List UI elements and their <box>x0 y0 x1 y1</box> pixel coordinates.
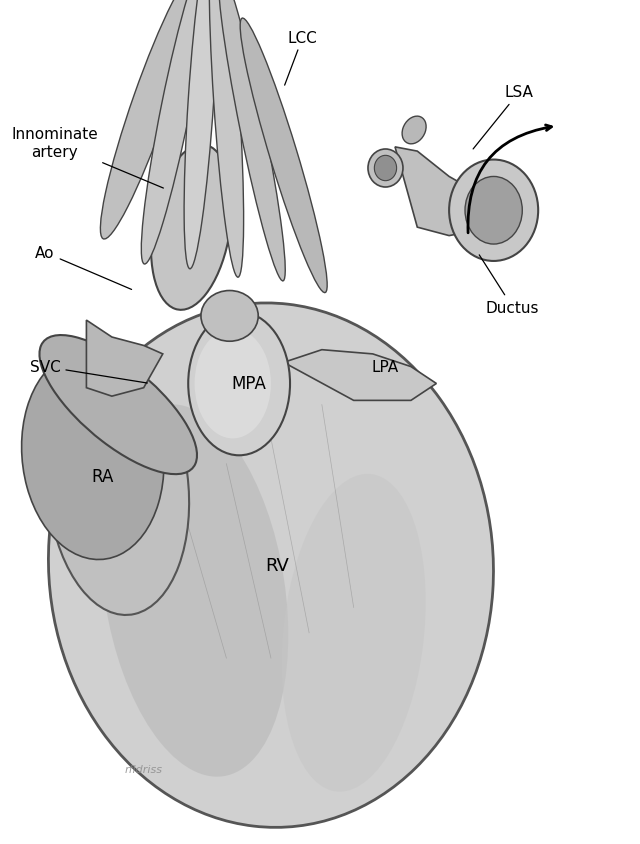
Ellipse shape <box>368 149 403 188</box>
Ellipse shape <box>402 117 426 144</box>
Text: SVC: SVC <box>29 360 147 383</box>
Ellipse shape <box>47 364 189 615</box>
PathPatch shape <box>86 321 163 397</box>
Text: LPA: LPA <box>372 360 399 375</box>
Ellipse shape <box>195 329 271 439</box>
Text: RV: RV <box>266 556 289 575</box>
Ellipse shape <box>188 312 290 456</box>
Ellipse shape <box>22 352 164 560</box>
Ellipse shape <box>218 0 285 282</box>
Text: Innominate
artery: Innominate artery <box>12 127 163 189</box>
Ellipse shape <box>209 0 244 278</box>
Ellipse shape <box>40 336 197 474</box>
Text: Ductus: Ductus <box>479 256 540 316</box>
Text: rfldriss: rfldriss <box>125 765 163 774</box>
Ellipse shape <box>49 304 493 827</box>
Ellipse shape <box>374 156 397 181</box>
Text: RA: RA <box>91 468 113 486</box>
Ellipse shape <box>465 177 522 245</box>
Text: Ao: Ao <box>35 246 132 290</box>
PathPatch shape <box>284 350 436 401</box>
Ellipse shape <box>141 0 210 265</box>
PathPatch shape <box>395 148 472 236</box>
Ellipse shape <box>240 19 327 293</box>
Ellipse shape <box>282 474 426 792</box>
Ellipse shape <box>101 405 288 776</box>
Ellipse shape <box>201 291 258 342</box>
Text: LCC: LCC <box>285 30 317 86</box>
Ellipse shape <box>100 0 200 240</box>
Ellipse shape <box>449 160 538 262</box>
Text: LSA: LSA <box>473 85 534 149</box>
Text: MPA: MPA <box>231 375 266 393</box>
Ellipse shape <box>184 0 218 269</box>
Ellipse shape <box>151 145 232 311</box>
